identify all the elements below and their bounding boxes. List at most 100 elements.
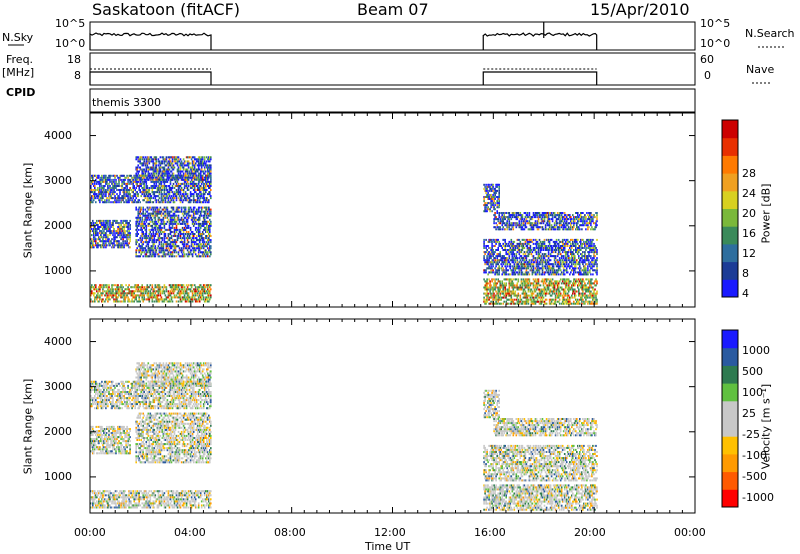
power-cell [163,180,166,183]
power-cell [518,271,521,274]
power-cell [490,253,492,256]
power-cell [532,242,535,245]
power-cell [107,176,109,179]
power-cell [488,253,490,256]
power-cell [551,286,554,289]
power-cell [126,234,128,237]
power-cell [502,286,504,289]
power-cell [557,292,560,295]
power-cell [201,231,204,233]
power-cell [136,286,138,289]
power-cell [185,156,188,159]
power-cell [103,174,105,177]
power-cell [208,206,210,209]
power-cell [140,247,142,250]
power-cell [167,210,170,213]
power-cell [158,224,161,227]
power-cell [113,240,115,243]
power-cell [179,182,182,185]
power-cell [200,206,203,209]
power-cell [134,199,136,202]
power-cell [187,298,190,301]
power-cell [157,300,160,303]
power-cell [535,269,538,272]
power-cell [98,226,100,228]
power-cell [141,228,143,231]
power-cell [210,224,212,227]
power-cell [562,298,565,301]
power-cell [176,193,179,196]
power-cell [140,220,142,223]
power-cell [167,176,170,179]
power-cell [132,189,134,191]
power-cell [158,239,161,242]
power-cell [584,284,586,287]
power-cell [515,271,518,274]
power-cell [547,284,550,287]
power-cell [156,176,159,179]
power-cell [91,240,93,243]
power-cell [162,288,165,291]
power-cell [129,292,131,295]
power-cell [498,271,500,274]
power-cell [111,288,113,291]
power-cell [512,284,515,287]
power-cell [485,298,487,301]
power-cell [128,298,130,301]
power-cell [189,249,192,252]
power-cell [591,286,593,289]
power-cell [565,278,568,281]
power-cell [488,238,490,241]
power-cell [530,259,533,262]
power-cell [494,259,496,262]
power-cell [532,298,535,301]
power-cell [167,172,170,175]
power-cell [509,251,512,254]
power-cell [105,178,107,181]
power-cell [123,230,125,233]
power-cell [157,178,160,181]
power-cell [518,267,521,270]
power-cell [554,282,557,285]
power-cell [516,284,519,287]
power-cell [163,220,166,223]
power-cell [169,220,172,223]
power-cell [498,298,500,301]
power-cell [524,265,527,268]
power-cell [129,226,131,228]
power-cell [162,180,165,183]
power-cell [170,231,173,233]
power-cell [158,176,161,179]
power-cell [528,259,531,262]
power-cell [172,156,175,159]
power-cell [207,170,209,173]
power-cell [186,294,189,297]
power-cell [105,180,107,183]
power-cell [115,230,117,233]
power-cell [585,294,587,297]
power-cell [110,232,112,235]
power-cell [152,187,155,189]
power-cell [147,189,150,191]
power-cell [197,208,200,211]
power-cell [594,294,596,297]
power-cell [149,176,152,179]
power-cell [200,298,203,301]
power-cell [534,242,537,245]
power-cell [181,255,184,258]
power-cell [498,296,500,299]
power-cell [178,292,181,295]
power-cell [492,294,494,297]
power-cell [575,302,577,305]
power-cell [173,231,176,233]
power-cell [486,267,488,270]
power-cell [199,251,202,254]
power-cell [208,208,210,211]
power-cell [194,288,197,291]
power-cell [154,178,157,181]
power-cell [539,245,542,247]
power-cell [153,185,156,187]
power-cell [103,226,105,228]
power-cell [135,222,137,225]
power-cell [140,222,142,225]
